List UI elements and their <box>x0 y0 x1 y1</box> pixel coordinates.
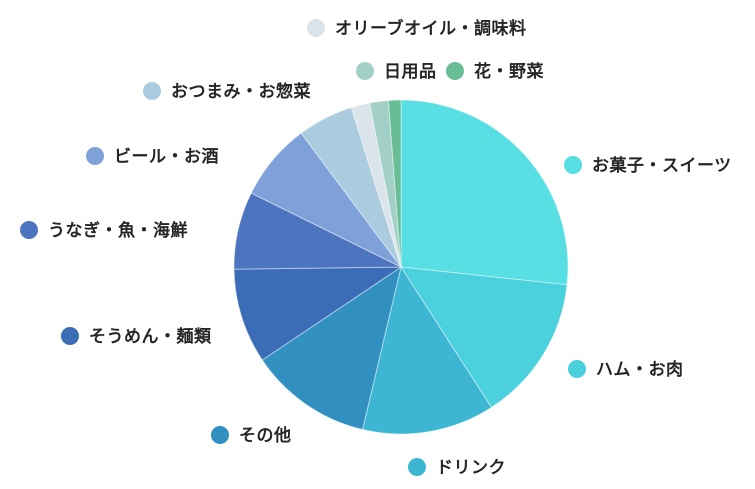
legend-item-snacks-sozai: おつまみ・お惣菜 <box>143 81 311 101</box>
legend-item-sweets: お菓子・スイーツ <box>564 155 732 175</box>
pie-slice-9 <box>369 99 402 268</box>
legend-label-ham-meat: ハム・お肉 <box>596 359 684 379</box>
legend-label-drinks: ドリンク <box>436 457 506 477</box>
legend-swatch-unagi-fish-seafood <box>20 221 38 239</box>
legend-label-unagi-fish-seafood: うなぎ・魚・海鮮 <box>48 220 188 240</box>
legend-swatch-drinks <box>408 458 426 476</box>
legend-item-somen-noodles: そうめん・麺類 <box>61 326 212 346</box>
pie-slice-7 <box>300 106 402 268</box>
legend-label-others: その他 <box>239 425 292 445</box>
legend-label-daily-goods: 日用品 <box>384 61 437 81</box>
legend-swatch-ham-meat <box>568 360 586 378</box>
legend-label-beer-alcohol: ビール・お酒 <box>114 146 219 166</box>
pie-slice-3 <box>261 265 402 431</box>
pie-slices <box>233 99 569 435</box>
legend-item-drinks: ドリンク <box>408 457 506 477</box>
pie-slice-2 <box>361 265 493 435</box>
legend-label-flowers-vegetables: 花・野菜 <box>474 61 544 81</box>
legend-swatch-beer-alcohol <box>86 147 104 165</box>
legend-swatch-flowers-vegetables <box>446 62 464 80</box>
pie-slice-5 <box>233 192 402 270</box>
pie-slice-8 <box>350 102 402 268</box>
legend-item-daily-goods: 日用品 <box>356 61 437 81</box>
legend-item-flowers-vegetables: 花・野菜 <box>446 61 544 81</box>
legend-swatch-somen-noodles <box>61 327 79 345</box>
pie-slice-4 <box>233 266 403 361</box>
legend-item-unagi-fish-seafood: うなぎ・魚・海鮮 <box>20 220 188 240</box>
legend-item-others: その他 <box>211 425 292 445</box>
pie-slice-1 <box>400 266 568 409</box>
pie-slice-10 <box>387 99 402 268</box>
legend-label-somen-noodles: そうめん・麺類 <box>89 326 212 346</box>
legend-label-sweets: お菓子・スイーツ <box>592 155 732 175</box>
legend-label-olive-oil-seasoning: オリーブオイル・調味料 <box>335 18 527 38</box>
legend-swatch-sweets <box>564 156 582 174</box>
legend-swatch-others <box>211 426 229 444</box>
pie-slice-0 <box>400 99 569 286</box>
legend-label-snacks-sozai: おつまみ・お惣菜 <box>171 81 311 101</box>
legend-swatch-daily-goods <box>356 62 374 80</box>
legend-swatch-olive-oil-seasoning <box>307 19 325 37</box>
legend-item-ham-meat: ハム・お肉 <box>568 359 684 379</box>
pie-slice-6 <box>250 132 402 268</box>
legend-swatch-snacks-sozai <box>143 82 161 100</box>
legend-item-beer-alcohol: ビール・お酒 <box>86 146 219 166</box>
legend-item-olive-oil-seasoning: オリーブオイル・調味料 <box>307 18 526 38</box>
